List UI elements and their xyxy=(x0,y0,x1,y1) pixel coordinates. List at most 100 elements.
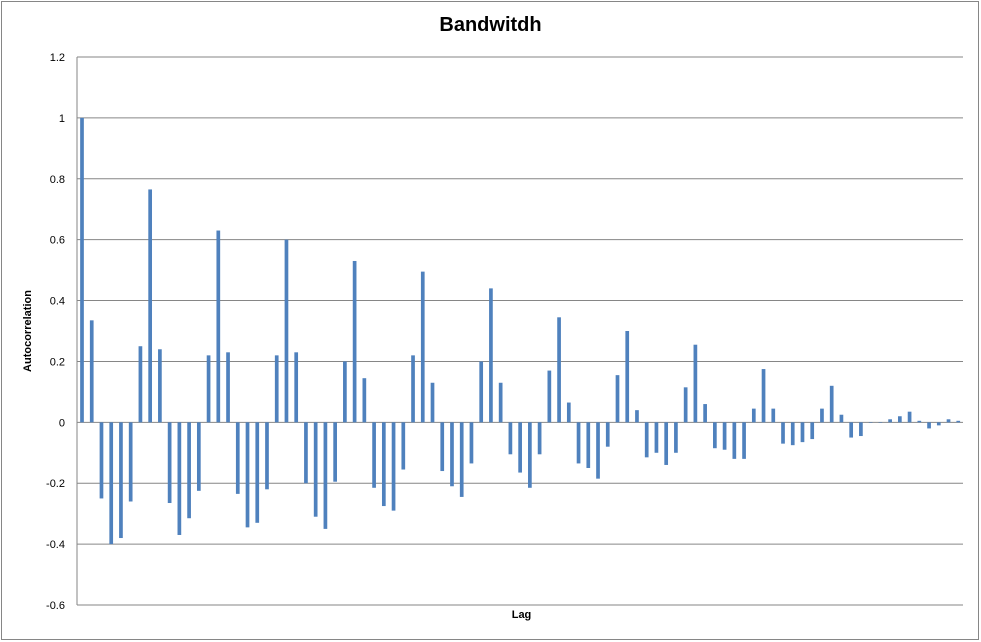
autocorrelation-bar xyxy=(674,422,678,453)
autocorrelation-bar xyxy=(381,422,386,507)
autocorrelation-bar xyxy=(557,317,561,423)
autocorrelation-bar xyxy=(206,355,211,423)
autocorrelation-bar xyxy=(664,422,669,465)
y-tick-label: -0.2 xyxy=(46,478,65,490)
autocorrelation-bar xyxy=(751,408,756,423)
autocorrelation-bar xyxy=(790,422,795,446)
autocorrelation-bar xyxy=(167,422,172,504)
autocorrelation-bar xyxy=(119,422,123,539)
autocorrelation-bar xyxy=(177,422,182,535)
autocorrelation-bar xyxy=(683,387,688,423)
autocorrelation-bar xyxy=(644,422,649,458)
autocorrelation-bar xyxy=(99,422,104,499)
autocorrelation-bar xyxy=(820,408,824,423)
autocorrelation-bar xyxy=(459,422,464,497)
autocorrelation-bar xyxy=(859,422,863,437)
autocorrelation-bar xyxy=(829,385,834,423)
y-tick-label: 0.6 xyxy=(50,235,65,247)
autocorrelation-bar xyxy=(294,352,299,423)
autocorrelation-bar xyxy=(479,361,484,423)
autocorrelation-bar xyxy=(732,422,737,459)
autocorrelation-bar xyxy=(158,349,162,423)
autocorrelation-bar xyxy=(138,346,143,423)
autocorrelation-bar xyxy=(810,422,815,440)
autocorrelation-bar xyxy=(547,370,552,423)
autocorrelation-bar xyxy=(313,422,318,517)
autocorrelation-bar xyxy=(956,420,961,423)
autocorrelation-bar xyxy=(868,422,873,423)
autocorrelation-bar xyxy=(508,422,513,455)
autocorrelation-bar xyxy=(450,422,454,487)
autocorrelation-bar xyxy=(703,404,707,423)
autocorrelation-bar xyxy=(888,419,892,423)
autocorrelation-bar xyxy=(245,422,250,528)
autocorrelation-bar xyxy=(362,378,367,423)
autocorrelation-bar xyxy=(216,230,221,423)
autocorrelation-bar xyxy=(343,361,347,423)
autocorrelation-bar xyxy=(781,422,785,444)
autocorrelation-bar xyxy=(498,382,503,423)
autocorrelation-bar xyxy=(391,422,396,511)
chart-title: Bandwitdh xyxy=(439,14,542,36)
y-tick-label: 0.8 xyxy=(50,174,65,186)
autocorrelation-bar xyxy=(917,420,922,423)
autocorrelation-bar xyxy=(109,422,114,545)
y-tick-label: 1.2 xyxy=(50,52,65,64)
autocorrelation-bar xyxy=(304,422,308,484)
autocorrelation-bar xyxy=(615,375,620,423)
autocorrelation-bar xyxy=(440,422,445,472)
autocorrelation-bar xyxy=(635,410,639,423)
autocorrelation-bar xyxy=(352,260,357,423)
autocorrelation-bar xyxy=(187,422,191,519)
autocorrelation-bar xyxy=(566,402,571,423)
autocorrelation-bar xyxy=(265,422,269,490)
autocorrelation-bar xyxy=(761,369,766,423)
autocorrelation-bar xyxy=(878,422,883,423)
autocorrelation-bar xyxy=(489,288,493,423)
autocorrelation-bar xyxy=(771,408,776,423)
y-tick-label: 0 xyxy=(59,417,65,429)
y-tick-label: -0.4 xyxy=(46,539,65,551)
autocorrelation-bar xyxy=(226,352,230,423)
autocorrelation-bar xyxy=(605,422,610,447)
autocorrelation-bar xyxy=(625,331,630,423)
autocorrelation-bar xyxy=(284,239,289,423)
autocorrelation-bar xyxy=(274,355,279,423)
autocorrelation-bar xyxy=(196,422,201,491)
autocorrelation-bar xyxy=(693,344,698,423)
autocorrelation-bar xyxy=(576,422,581,464)
autocorrelation-bar xyxy=(742,422,746,459)
autocorrelation-bar xyxy=(907,411,912,423)
autocorrelation-bar xyxy=(89,320,94,423)
autocorrelation-bar xyxy=(713,422,717,449)
autocorrelation-bar xyxy=(80,117,84,423)
autocorrelation-bar xyxy=(411,355,415,423)
autocorrelation-bar xyxy=(849,422,854,438)
autocorrelation-bar xyxy=(946,419,951,423)
autocorrelation-bar xyxy=(323,422,328,529)
y-tick-label: 0.4 xyxy=(50,296,65,308)
autocorrelation-bar xyxy=(936,422,941,426)
autocorrelation-bar xyxy=(401,422,406,470)
autocorrelation-bar xyxy=(469,422,474,464)
y-tick-label: -0.6 xyxy=(46,600,65,612)
autocorrelation-bar xyxy=(255,422,260,523)
autocorrelation-bar xyxy=(537,422,542,455)
autocorrelation-bar xyxy=(586,422,591,468)
autocorrelation-bar xyxy=(839,414,844,423)
autocorrelation-bar xyxy=(333,422,337,482)
y-tick-label: 1 xyxy=(59,113,65,125)
autocorrelation-bar xyxy=(430,382,435,423)
y-tick-label: 0.2 xyxy=(50,356,65,368)
autocorrelation-bar xyxy=(528,422,532,488)
x-axis-label: Lag xyxy=(511,609,532,621)
autocorrelation-bar xyxy=(372,422,376,488)
autocorrelation-bar xyxy=(596,422,600,479)
autocorrelation-bar xyxy=(128,422,133,502)
autocorrelation-bar xyxy=(927,422,931,429)
autocorrelation-bar xyxy=(148,189,153,423)
autocorrelation-bar xyxy=(897,416,902,423)
autocorrelation-bar xyxy=(654,422,659,453)
autocorrelation-bar xyxy=(420,271,425,423)
